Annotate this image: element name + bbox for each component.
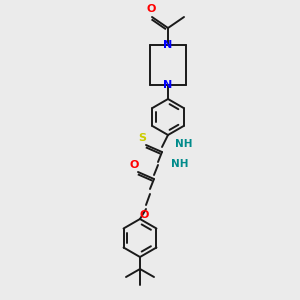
Text: NH: NH [175,139,193,149]
Text: O: O [146,4,156,14]
Text: O: O [129,160,139,170]
Text: N: N [164,40,172,50]
Text: N: N [164,80,172,90]
Text: O: O [139,210,149,220]
Text: NH: NH [171,159,188,169]
Text: S: S [138,133,146,143]
